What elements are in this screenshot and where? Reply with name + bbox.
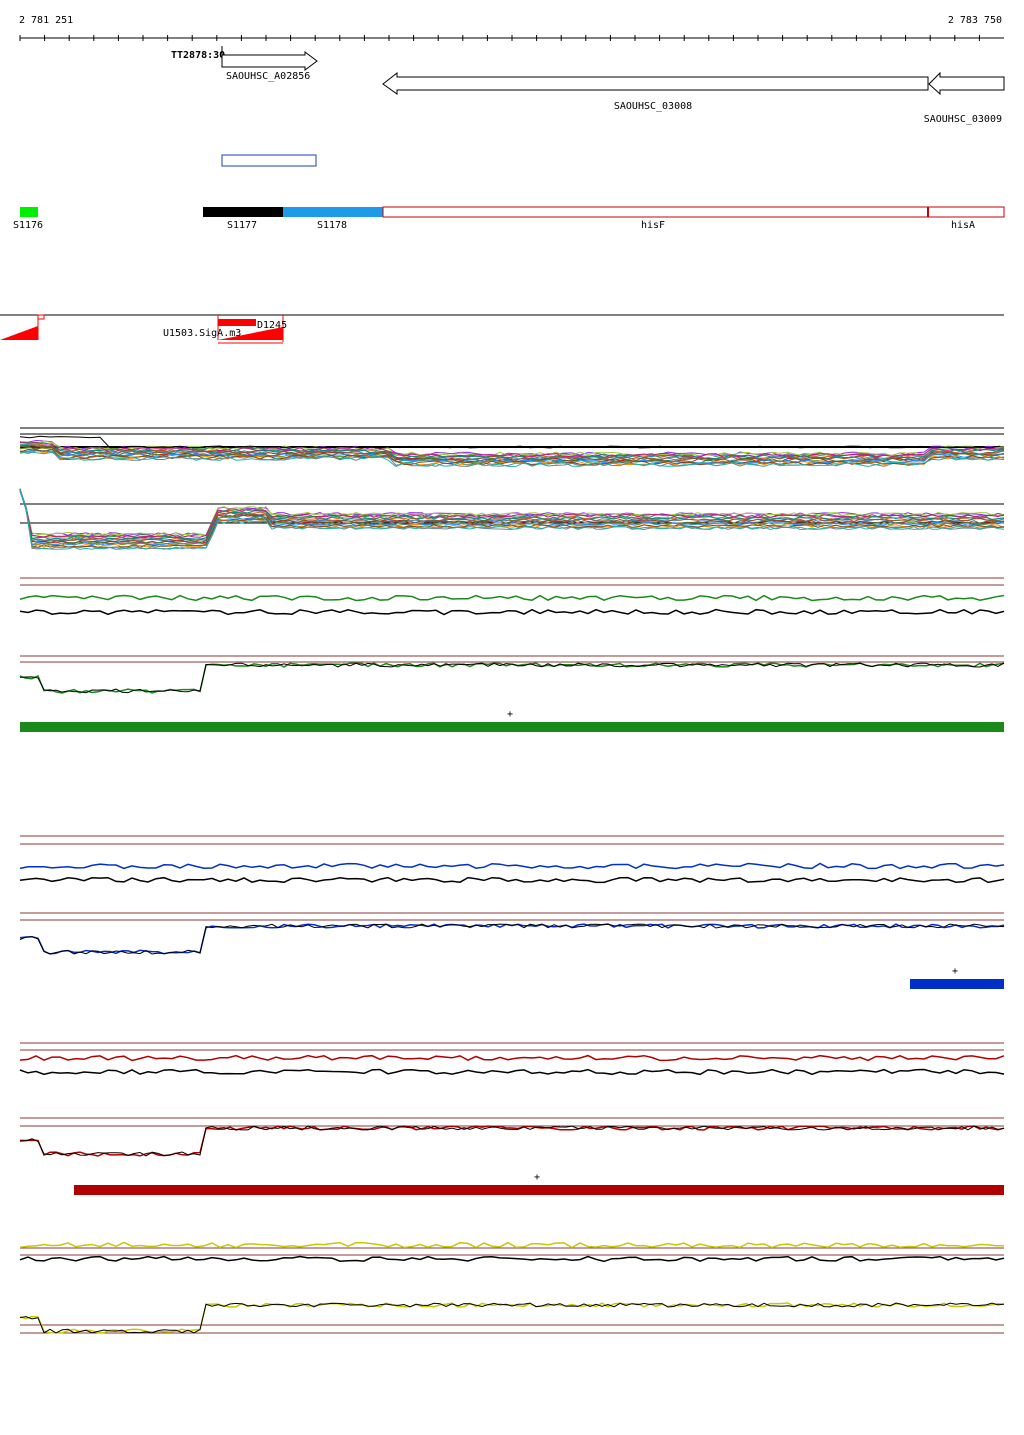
expression-panel-red xyxy=(19,1042,1005,1157)
upshift-track: U1503.SigA.m3 D1245 xyxy=(0,314,1004,344)
terminator[interactable]: TT2878:30 xyxy=(171,46,225,61)
ruler-start: 2 781 251 xyxy=(19,15,73,26)
position-ruler: 2 781 251 2 783 750 xyxy=(19,15,1004,41)
condition-marker: + xyxy=(507,709,513,720)
segment-label: hisA xyxy=(951,220,975,231)
condition-bar-green[interactable] xyxy=(20,722,1004,732)
blue-region-box[interactable] xyxy=(221,154,317,167)
terminator-label: TT2878:30 xyxy=(171,50,225,61)
upshift-label: D1245 xyxy=(257,320,287,331)
gene-saouhsc-03009[interactable]: SAOUHSC_03009 xyxy=(924,71,1005,125)
segment-s1177[interactable] xyxy=(203,207,283,217)
shift-block-d1245[interactable] xyxy=(218,319,256,326)
expression-panel-blue xyxy=(19,835,1005,955)
segment-label: S1178 xyxy=(317,220,347,231)
expression-panel-yellow xyxy=(19,1241,1005,1334)
segment-label: hisF xyxy=(641,220,665,231)
segment-hisa[interactable] xyxy=(927,206,1005,218)
condition-bar-red[interactable] xyxy=(74,1185,1004,1195)
shift-ramp-u1503[interactable] xyxy=(218,327,283,340)
condition-marker: + xyxy=(952,966,958,977)
upshift-label: U1503.SigA.m3 xyxy=(163,328,241,339)
segment-label: S1176 xyxy=(13,220,43,231)
expression-panel-green xyxy=(19,577,1005,694)
segment-label: S1177 xyxy=(227,220,257,231)
segment-track: S1176 S1177 S1178 hisF hisA xyxy=(13,206,1005,231)
segment-s1176[interactable] xyxy=(20,207,38,217)
ruler-end: 2 783 750 xyxy=(948,15,1002,26)
shift-ramp-left[interactable] xyxy=(0,326,38,340)
gene-saouhsc-a02856[interactable]: SAOUHSC_A02856 xyxy=(221,51,318,82)
condition-marker: + xyxy=(534,1172,540,1183)
gene-saouhsc-03008[interactable]: SAOUHSC_03008 xyxy=(382,71,929,112)
expression-track-all-conditions-1 xyxy=(19,427,1005,468)
condition-bar-blue[interactable] xyxy=(910,979,1004,989)
gene-label: SAOUHSC_03009 xyxy=(924,114,1002,125)
ruler-ticks xyxy=(19,35,980,41)
segment-s1178[interactable] xyxy=(283,207,383,217)
gene-label: SAOUHSC_03008 xyxy=(614,101,692,112)
gene-track: SAOUHSC_A02856 SAOUHSC_03008 SAOUHSC_030… xyxy=(221,51,1005,125)
gene-label: SAOUHSC_A02856 xyxy=(226,71,310,82)
segment-hisf[interactable] xyxy=(382,206,929,218)
expression-track-all-conditions-2 xyxy=(19,488,1005,550)
